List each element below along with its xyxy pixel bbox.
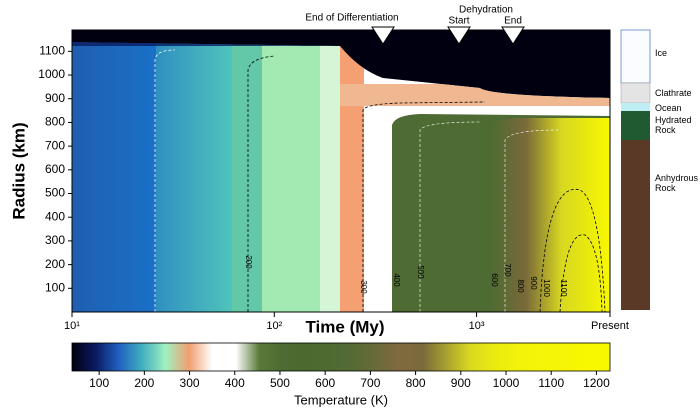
y-tick-label: 800 xyxy=(45,115,65,129)
region xyxy=(320,30,340,312)
contour-label: 600 xyxy=(490,273,499,287)
y-tick-label: 100 xyxy=(45,280,65,294)
x-tick-label: 10² xyxy=(266,320,282,332)
layer-ice xyxy=(621,30,650,83)
y-tick-label: 1000 xyxy=(38,67,65,81)
colorbar-tick-label: 900 xyxy=(451,376,471,390)
layer-clathrate xyxy=(621,83,650,103)
colorbar xyxy=(72,343,610,371)
page: Radius (km) Time (My) End of Differentia… xyxy=(0,0,700,410)
colorbar-tick-label: 400 xyxy=(225,376,245,390)
colorbar-tick-label: 600 xyxy=(315,376,335,390)
contour-label: 1100 xyxy=(559,279,568,297)
y-tick-label: 600 xyxy=(45,162,65,176)
colorbar-tick-label: 200 xyxy=(134,376,154,390)
colorbar-tick-label: 700 xyxy=(360,376,380,390)
colorbar-tick-label: 500 xyxy=(270,376,290,390)
colorbar-tick-label: 1200 xyxy=(583,376,610,390)
y-tick-label: 900 xyxy=(45,91,65,105)
layer-label: Ocean xyxy=(655,103,700,113)
contour-label: 500 xyxy=(416,265,425,279)
layer-label: Hydrated Rock xyxy=(655,115,700,135)
layer-label: Anhydrous Rock xyxy=(655,173,700,193)
x-tick-label: Present xyxy=(591,320,629,332)
contour-label: 200 xyxy=(244,255,253,269)
annotation: End xyxy=(504,16,522,27)
layer-label: Ice xyxy=(655,48,700,58)
contour-label: 800 xyxy=(516,279,525,293)
y-tick-label: 700 xyxy=(45,138,65,152)
colorbar-tick-label: 300 xyxy=(180,376,200,390)
layer-anhydrous xyxy=(621,140,650,310)
region xyxy=(262,30,320,312)
contour-label: 1000 xyxy=(542,279,551,297)
colorbar-tick-label: 100 xyxy=(89,376,109,390)
chart: Radius (km) Time (My) End of Differentia… xyxy=(0,0,700,410)
contour-label: 700 xyxy=(503,263,512,277)
annotation: End of Differentiation xyxy=(305,13,398,24)
region xyxy=(72,30,156,312)
y-axis-label: Radius (km) xyxy=(9,122,28,219)
layer-label: Clathrate xyxy=(655,88,700,98)
contour-label: 400 xyxy=(392,273,401,287)
colorbar-tick-label: 1100 xyxy=(538,376,564,390)
region xyxy=(232,30,262,312)
y-tick-label: 200 xyxy=(45,257,65,271)
x-axis-label: Time (My) xyxy=(305,317,384,336)
y-tick-label: 500 xyxy=(45,186,65,200)
contour-label: 300 xyxy=(359,280,368,294)
layer-hydrated xyxy=(621,111,650,140)
y-tick-label: 400 xyxy=(45,209,65,223)
y-tick-label: 1100 xyxy=(39,43,65,57)
region xyxy=(340,30,364,312)
x-tick-label: 10¹ xyxy=(64,320,80,332)
x-tick-label: 10³ xyxy=(469,320,485,332)
y-tick-label: 300 xyxy=(45,233,65,247)
contour-label: 900 xyxy=(529,276,538,290)
region xyxy=(156,30,232,312)
layer-ocean xyxy=(621,103,650,111)
colorbar-tick-label: 800 xyxy=(406,376,426,390)
annotation: Dehydration xyxy=(459,5,513,16)
colorbar-tick-label: 1000 xyxy=(493,376,520,390)
annotation: Start xyxy=(448,16,469,27)
colorbar-label: Temperature (K) xyxy=(294,392,388,407)
field xyxy=(72,30,610,312)
